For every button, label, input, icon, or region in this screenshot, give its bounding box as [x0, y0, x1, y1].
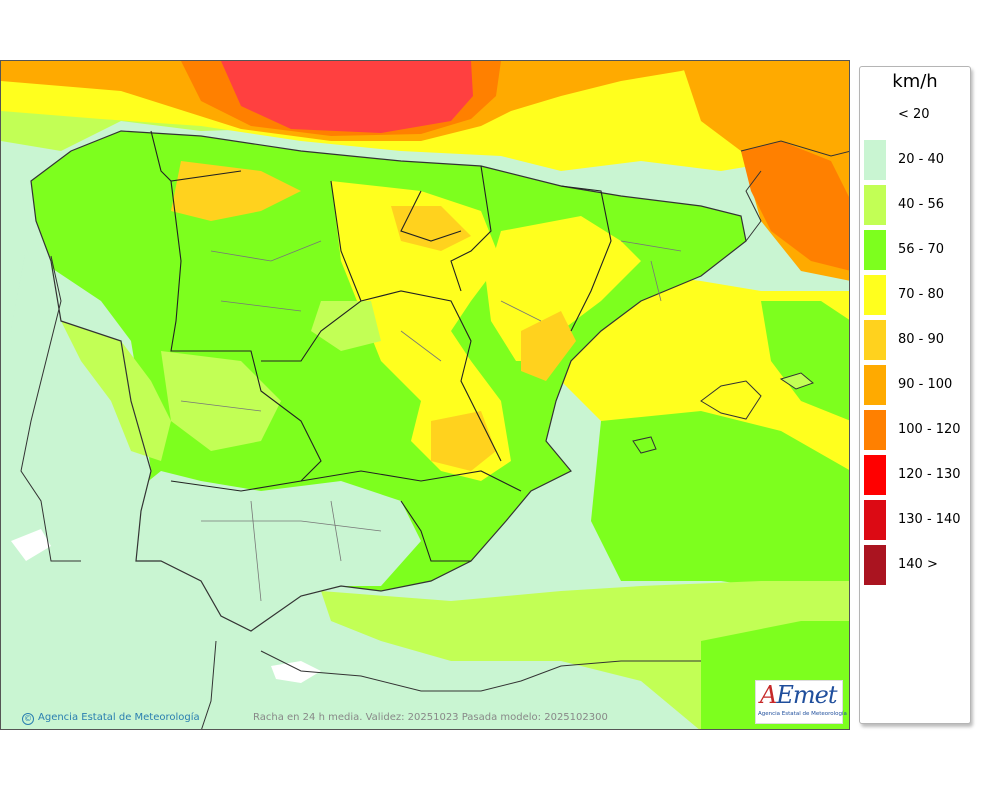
legend-item: 56 - 70	[860, 230, 970, 270]
legend-label: 120 - 130	[898, 467, 961, 482]
legend-item: 100 - 120	[860, 410, 970, 450]
legend-swatch	[864, 230, 886, 270]
legend-item: < 20	[860, 95, 970, 135]
legend-swatch	[864, 95, 886, 135]
logo-text: AEmet	[760, 681, 837, 709]
map-credit: © Agencia Estatal de Meteorología	[22, 712, 200, 725]
legend-label: 56 - 70	[898, 242, 945, 257]
legend-panel: km/h < 20 20 - 40 40 - 56 56 - 70 70 - 80 80 …	[859, 66, 971, 724]
legend-title: km/h	[892, 71, 938, 92]
legend-item: 20 - 40	[860, 140, 970, 180]
legend-item: 40 - 56	[860, 185, 970, 225]
legend-label: 90 - 100	[898, 377, 953, 392]
legend-swatch	[864, 455, 886, 495]
legend-swatch	[864, 320, 886, 360]
legend-label: 70 - 80	[898, 287, 945, 302]
legend-label: 140 >	[898, 557, 938, 572]
legend-item: 90 - 100	[860, 365, 970, 405]
legend-item: 70 - 80	[860, 275, 970, 315]
legend-label: 130 - 140	[898, 512, 961, 527]
legend-item: 130 - 140	[860, 500, 970, 540]
legend-swatch	[864, 275, 886, 315]
legend-swatch	[864, 545, 886, 585]
legend-item: 140 >	[860, 545, 970, 585]
legend-swatch	[864, 365, 886, 405]
legend-label: 40 - 56	[898, 197, 945, 212]
wind-gust-map	[0, 60, 850, 730]
legend-label: 20 - 40	[898, 152, 945, 167]
legend-label: 80 - 90	[898, 332, 945, 347]
legend-swatch	[864, 410, 886, 450]
map-caption: Racha en 24 h media. Validez: 20251023 P…	[253, 712, 608, 723]
legend-label: 100 - 120	[898, 422, 961, 437]
legend-swatch	[864, 185, 886, 225]
legend-label: < 20	[898, 107, 930, 122]
legend-swatch	[864, 500, 886, 540]
aemet-logo: AEmet Agencia Estatal de Meteorología	[755, 680, 847, 724]
logo-subtitle: Agencia Estatal de Meteorología	[758, 711, 847, 717]
legend-swatch	[864, 140, 886, 180]
legend-item: 80 - 90	[860, 320, 970, 360]
map-canvas	[1, 61, 849, 729]
legend-item: 120 - 130	[860, 455, 970, 495]
credit-text: Agencia Estatal de Meteorología	[38, 712, 200, 723]
copyright-icon: ©	[22, 713, 34, 725]
